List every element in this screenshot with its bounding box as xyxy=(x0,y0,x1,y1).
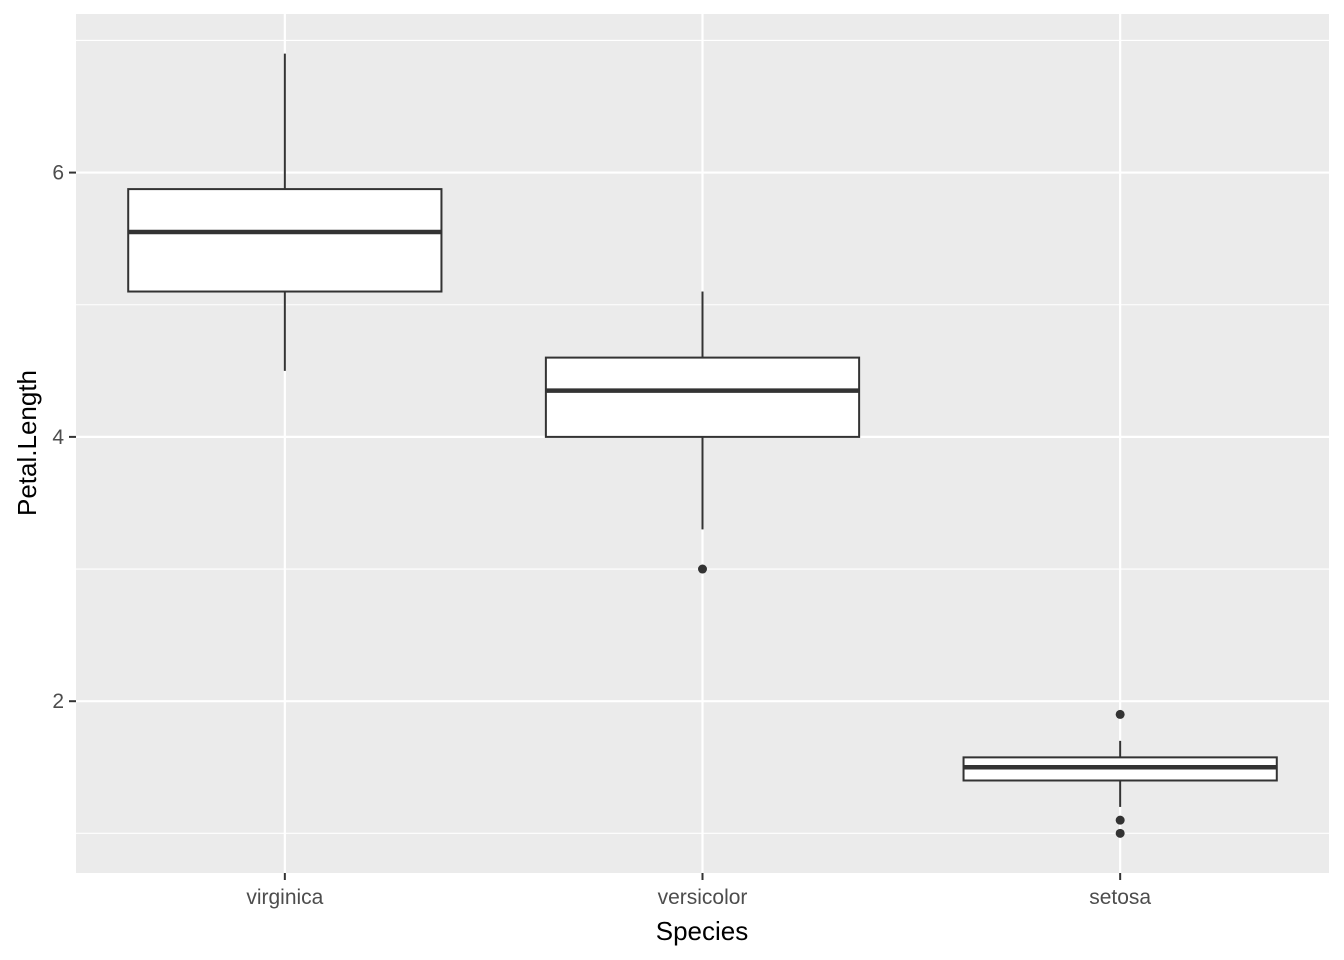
outlier-point xyxy=(1115,709,1125,719)
x-tick-label-virginica: virginica xyxy=(246,886,323,909)
outlier-point xyxy=(1115,815,1125,825)
x-axis-title: Species xyxy=(656,916,749,946)
box-setosa xyxy=(962,709,1278,838)
outlier-point xyxy=(1115,828,1125,838)
y-axis-title: Petal.Length xyxy=(12,370,42,516)
x-axis: virginica versicolor setosa xyxy=(246,873,1151,909)
y-axis: 2 4 6 xyxy=(52,162,76,713)
y-tick-label: 2 xyxy=(52,690,64,713)
box-virginica xyxy=(127,53,443,371)
outlier-point xyxy=(698,564,707,574)
iqr-box xyxy=(544,356,861,438)
iqr-box xyxy=(127,188,443,293)
x-tick-label-setosa: setosa xyxy=(1089,886,1151,909)
boxes xyxy=(127,53,1278,838)
y-tick-label: 4 xyxy=(52,426,64,449)
x-tick-label-versicolor: versicolor xyxy=(658,886,748,909)
box-versicolor xyxy=(544,291,861,574)
y-tick-label: 6 xyxy=(52,162,64,185)
